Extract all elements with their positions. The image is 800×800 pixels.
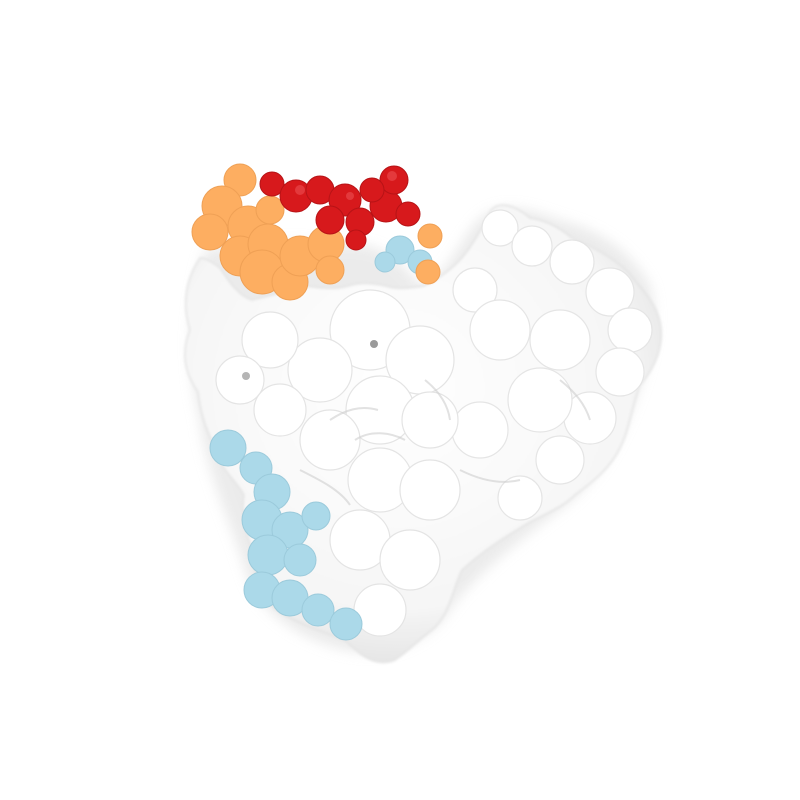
lightblue-top-patch [374, 235, 433, 275]
pocket-shadow [370, 340, 378, 348]
central-bumps [215, 289, 461, 637]
red-region [259, 165, 421, 251]
lightblue-region [209, 429, 363, 641]
crease-shadows [299, 379, 591, 506]
orange-region [191, 163, 443, 301]
red-highlights [295, 171, 397, 200]
pocket-shadow-2 [242, 372, 250, 380]
